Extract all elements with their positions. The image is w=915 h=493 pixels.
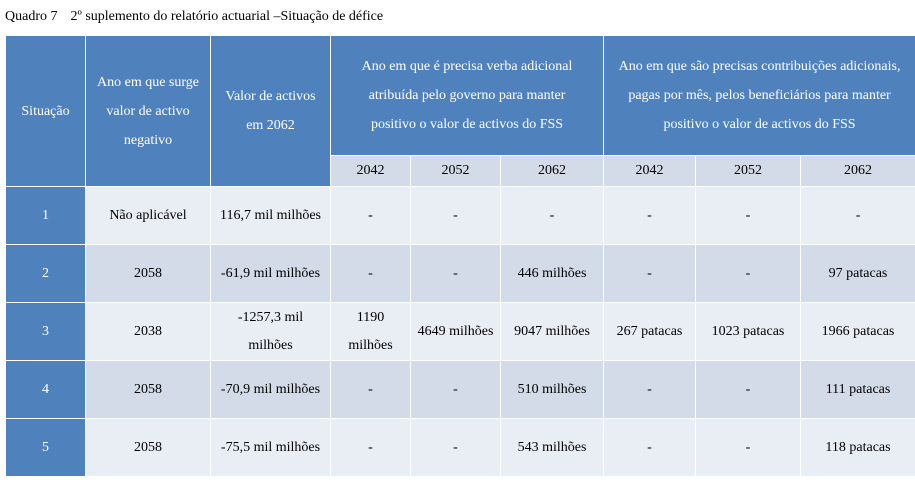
cell-gov-2062: - (499, 186, 605, 245)
year-header-gov-2042: 2042 (330, 155, 411, 187)
cell-contrib-2052: - (695, 186, 802, 245)
cell-gov-2042: 1190 milhões (330, 302, 411, 361)
cell-ano: 2058 (85, 418, 211, 477)
cell-situacao: 2 (5, 244, 86, 303)
cell-ano: Não aplicável (85, 186, 211, 245)
table-row: 1 Não aplicável 116,7 mil milhões - - - … (5, 186, 915, 245)
header-situacao: Situação (5, 35, 86, 187)
year-header-gov-2052: 2052 (410, 155, 501, 187)
cell-valor: -61,9 mil milhões (210, 244, 331, 303)
header-verba-governo: Ano em que é precisa verba adicional atr… (329, 35, 605, 156)
cell-contrib-2062: 1966 patacas (800, 302, 915, 361)
cell-gov-2062: 510 milhões (499, 360, 605, 419)
cell-gov-2042: - (330, 418, 411, 477)
cell-situacao: 3 (5, 302, 86, 361)
cell-gov-2052: - (410, 244, 501, 303)
cell-situacao: 5 (5, 418, 86, 477)
cell-contrib-2042: - (603, 360, 697, 419)
caption-number: Quadro 7 (5, 9, 58, 24)
cell-valor: -75,5 mil milhões (210, 418, 331, 477)
header-ano-negativo: Ano em que surge valor de activo negativ… (85, 35, 211, 187)
cell-gov-2062: 9047 milhões (499, 302, 605, 361)
cell-contrib-2042: 267 patacas (603, 302, 697, 361)
cell-contrib-2052: - (695, 244, 802, 303)
cell-contrib-2062: 97 patacas (800, 244, 915, 303)
cell-gov-2052: - (410, 186, 501, 245)
cell-contrib-2062: 118 patacas (800, 418, 915, 477)
cell-valor: 116,7 mil milhões (210, 186, 331, 245)
caption-title: 2º suplemento do relatório actuarial –Si… (70, 9, 384, 24)
cell-ano: 2058 (85, 244, 211, 303)
cell-gov-2062: 446 milhões (499, 244, 605, 303)
cell-situacao: 1 (5, 186, 86, 245)
year-header-contrib-2062: 2062 (800, 155, 915, 187)
table-row: 2 2058 -61,9 mil milhões - - 446 milhões… (5, 244, 915, 303)
cell-contrib-2052: - (695, 360, 802, 419)
cell-ano: 2038 (85, 302, 211, 361)
table-row: 4 2058 -70,9 mil milhões - - 510 milhões… (5, 360, 915, 419)
cell-contrib-2042: - (603, 244, 697, 303)
cell-gov-2042: - (330, 186, 411, 245)
table-caption: Quadro 7 2º suplemento do relatório actua… (5, 8, 383, 26)
cell-contrib-2062: 111 patacas (800, 360, 915, 419)
table-row: 3 2038 -1257,3 mil milhões 1190 milhões … (5, 302, 915, 361)
cell-gov-2052: 4649 milhões (410, 302, 501, 361)
year-row: 2042 2052 2062 2042 2052 2062 (6, 155, 915, 187)
cell-contrib-2062: - (800, 186, 915, 245)
cell-gov-2052: - (410, 360, 501, 419)
table-row: 5 2058 -75,5 mil milhões - - 543 milhões… (5, 418, 915, 477)
deficit-table: Situação Ano em que surge valor de activ… (5, 35, 915, 477)
cell-contrib-2042: - (603, 186, 697, 245)
cell-valor: -70,9 mil milhões (210, 360, 331, 419)
cell-ano: 2058 (85, 360, 211, 419)
header-valor-activos: Valor de activos em 2062 (210, 35, 331, 187)
year-header-gov-2062: 2062 (499, 155, 605, 187)
cell-gov-2042: - (330, 360, 411, 419)
cell-situacao: 4 (5, 360, 86, 419)
header-row: Situação Ano em que surge valor de activ… (5, 35, 915, 187)
cell-contrib-2052: 1023 patacas (695, 302, 802, 361)
header-contribuicoes: Ano em que são precisas contribuições ad… (603, 35, 915, 156)
cell-gov-2042: - (330, 244, 411, 303)
cell-gov-2062: 543 milhões (499, 418, 605, 477)
year-header-contrib-2052: 2052 (695, 155, 802, 187)
year-header-contrib-2042: 2042 (603, 155, 697, 187)
cell-gov-2052: - (410, 418, 501, 477)
cell-valor: -1257,3 mil milhões (210, 302, 331, 361)
cell-contrib-2052: - (695, 418, 802, 477)
cell-contrib-2042: - (603, 418, 697, 477)
